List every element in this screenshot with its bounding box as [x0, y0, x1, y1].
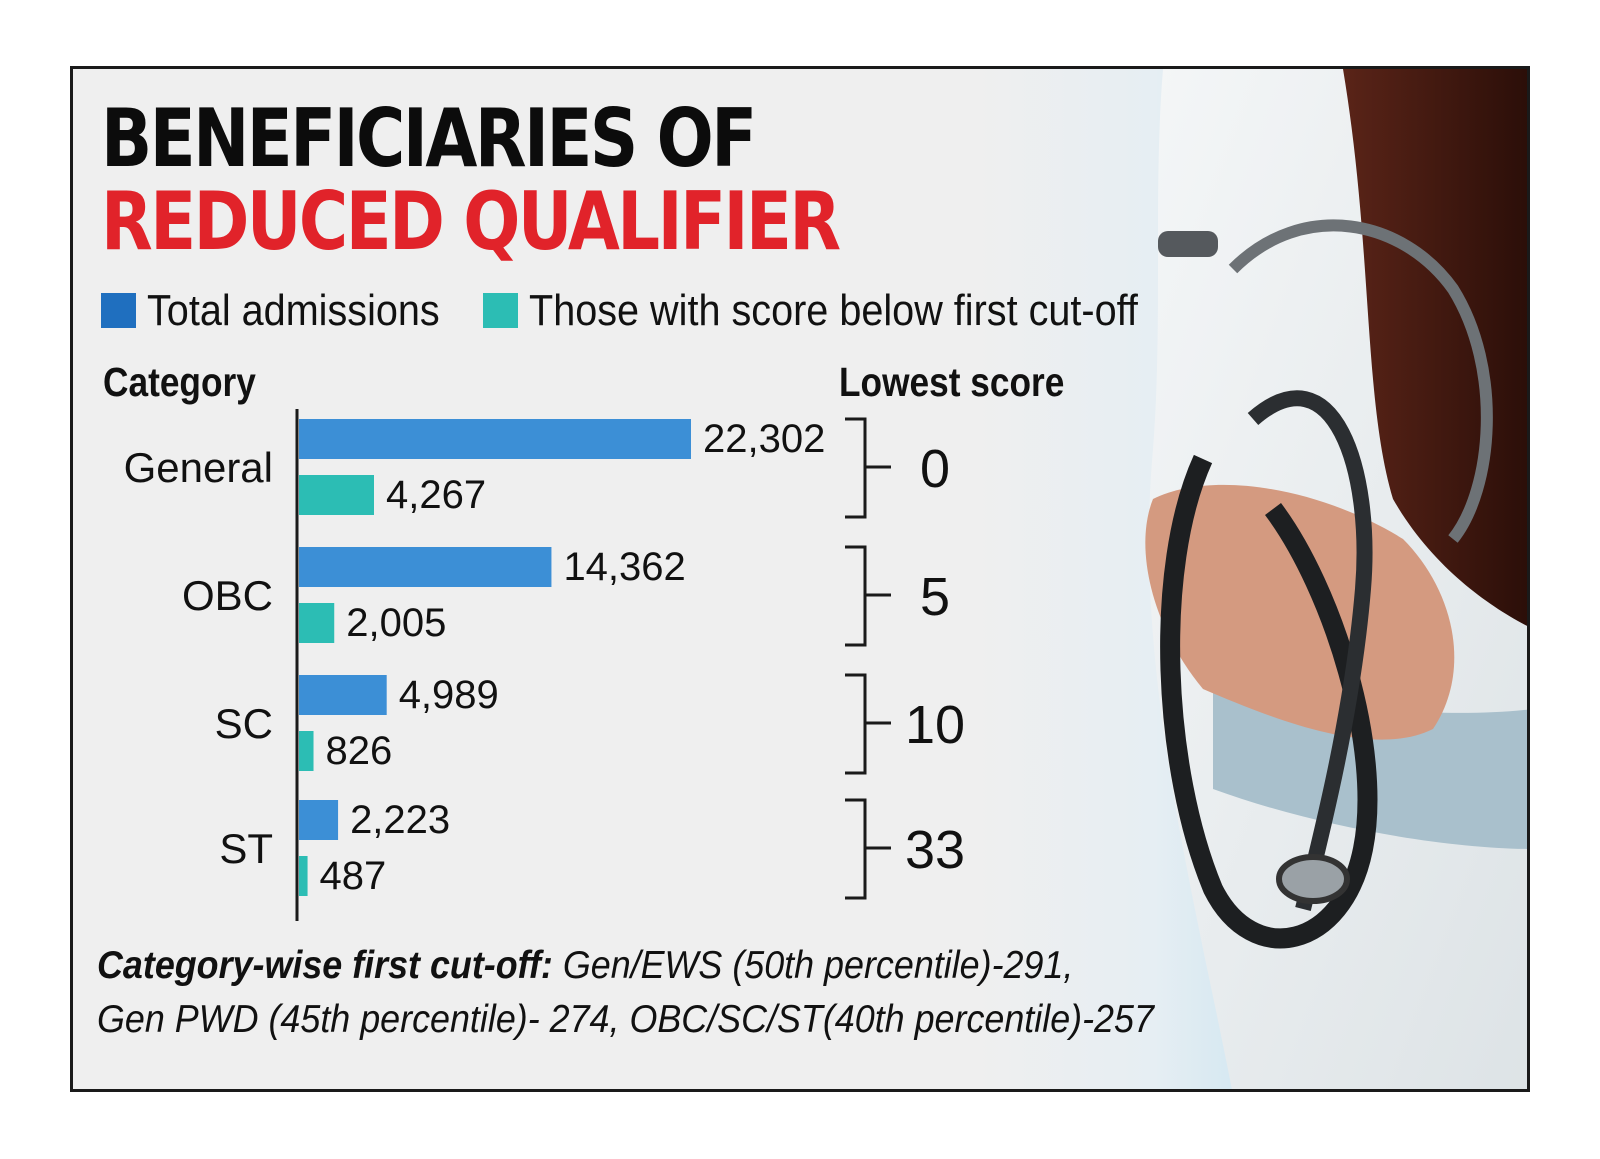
lowest-score-obc: 5: [920, 567, 950, 627]
value-label-st-below: 487: [320, 854, 387, 898]
bar-st-below: [299, 856, 308, 896]
value-label-sc-total: 4,989: [399, 673, 499, 717]
legend-label-total: Total admissions: [147, 286, 440, 335]
doctor-stethoscope-photo: [73, 69, 1527, 1089]
bar-obc-total: [299, 547, 552, 587]
bracket-st: [845, 798, 891, 900]
footnote-text-1: Gen/EWS (50th percentile)-291,: [552, 944, 1074, 987]
value-label-st-total: 2,223: [350, 798, 450, 842]
legend-swatch-total: [101, 293, 136, 328]
footnote-text-2: Gen PWD (45th percentile)- 274, OBC/SC/S…: [97, 998, 1154, 1041]
bar-general-below: [299, 475, 375, 515]
lowest-score-general: 0: [920, 439, 950, 499]
footnote: Category-wise first cut-off: Gen/EWS (50…: [97, 939, 1293, 1047]
bar-sc-total: [299, 675, 387, 715]
bracket-obc: [845, 545, 891, 647]
lowest-score-header: Lowest score: [839, 359, 1065, 405]
value-label-obc-total: 14,362: [563, 545, 685, 589]
category-label-general: General: [124, 444, 273, 491]
category-label-obc: OBC: [182, 572, 273, 619]
infographic-frame: BENEFICIARIES OF REDUCED QUALIFIER Total…: [70, 66, 1530, 1092]
lowest-score-st: 33: [905, 820, 965, 880]
value-label-sc-below: 826: [326, 729, 393, 773]
legend-swatch-below: [483, 293, 518, 328]
lowest-score-sc: 10: [905, 695, 965, 755]
bar-sc-below: [299, 731, 314, 771]
value-label-obc-below: 2,005: [346, 601, 446, 645]
value-label-general-total: 22,302: [703, 417, 825, 461]
title-line-2: REDUCED QUALIFIER: [101, 175, 841, 268]
bracket-sc: [845, 673, 891, 775]
legend-label-below: Those with score below first cut-off: [529, 286, 1138, 335]
bar-general-total: [299, 419, 691, 459]
title-line-1: BENEFICIARIES OF: [101, 92, 757, 185]
footnote-bold: Category-wise first cut-off:: [97, 944, 553, 987]
bar-st-total: [299, 800, 339, 840]
category-header: Category: [103, 359, 256, 405]
category-label-st: ST: [219, 825, 273, 872]
bar-chart: General 22,302 4,267 0 OBC 14,362 2,005 5 SC 4,98…: [124, 409, 965, 921]
bracket-general: [845, 417, 891, 519]
bar-obc-below: [299, 603, 335, 643]
value-label-general-below: 4,267: [386, 473, 486, 517]
category-label-sc: SC: [215, 700, 273, 747]
